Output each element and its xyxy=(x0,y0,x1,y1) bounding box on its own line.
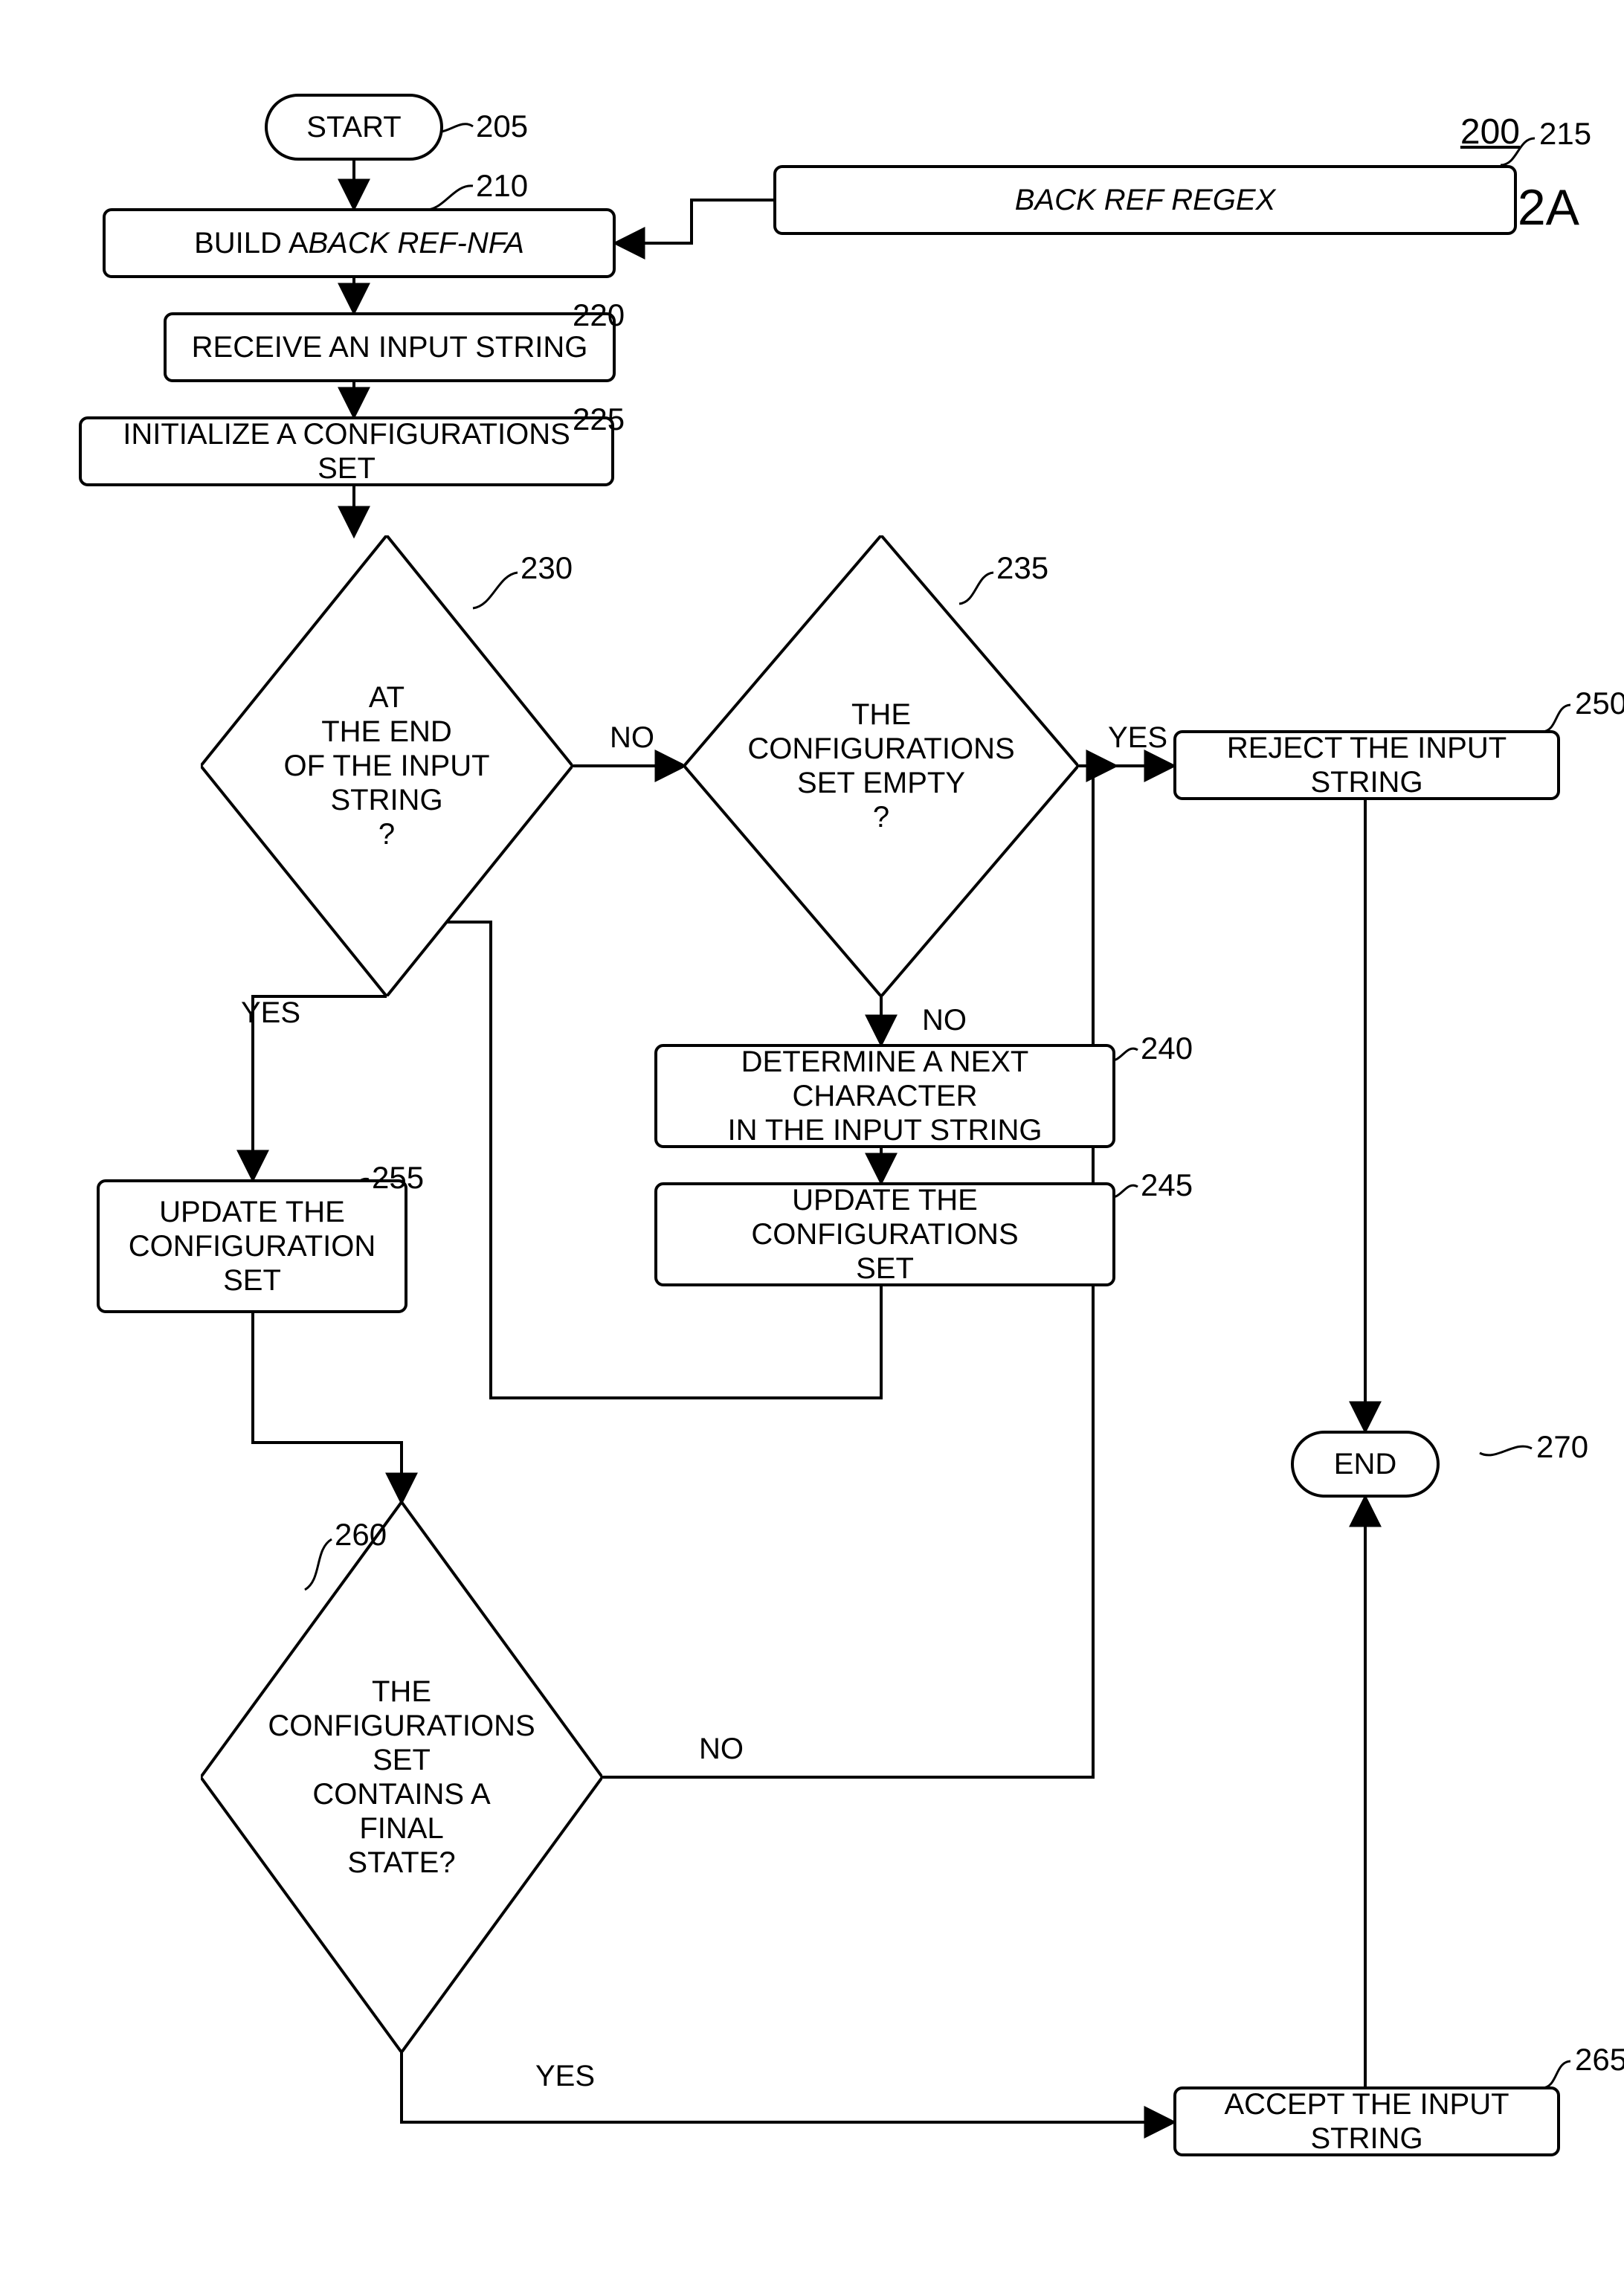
refnum-205: 205 xyxy=(476,109,528,144)
node-n220: RECEIVE AN INPUT STRING xyxy=(164,312,616,382)
refnum-225: 225 xyxy=(573,402,625,437)
edge-label-d260_no: NO xyxy=(699,1733,744,1766)
figure-ref-200: 200 xyxy=(1460,112,1520,152)
node-d235: THECONFIGURATIONSSET EMPTY? xyxy=(684,535,1078,996)
edge-label-d230_yes: YES xyxy=(241,996,300,1030)
refnum-215: 215 xyxy=(1539,116,1591,152)
node-n255: UPDATE THECONFIGURATIONSET xyxy=(97,1179,407,1313)
edge-label-d230_no: NO xyxy=(610,721,654,755)
refnum-245: 245 xyxy=(1141,1167,1193,1203)
node-end: END xyxy=(1291,1431,1440,1498)
refnum-210: 210 xyxy=(476,168,528,204)
node-n210: BUILD A BACK REF-NFA xyxy=(103,208,616,278)
refnum-255: 255 xyxy=(372,1160,424,1196)
refnum-250: 250 xyxy=(1575,686,1624,721)
node-start: START xyxy=(265,94,443,161)
refnum-240: 240 xyxy=(1141,1031,1193,1066)
node-d260: THECONFIGURATIONS SETCONTAINS A FINALSTA… xyxy=(201,1502,602,2052)
node-n265: ACCEPT THE INPUT STRING xyxy=(1173,2086,1560,2156)
node-n225: INITIALIZE A CONFIGURATIONS SET xyxy=(79,416,614,486)
edge-label-d235_no: NO xyxy=(922,1004,967,1037)
refnum-235: 235 xyxy=(996,550,1048,586)
node-n215: BACK REF REGEX xyxy=(773,165,1517,235)
edge-label-d260_yes: YES xyxy=(535,2060,595,2093)
node-n240: DETERMINE A NEXT CHARACTERIN THE INPUT S… xyxy=(654,1044,1115,1148)
node-n250: REJECT THE INPUT STRING xyxy=(1173,730,1560,800)
node-d230: ATTHE ENDOF THE INPUTSTRING? xyxy=(201,535,573,996)
refnum-220: 220 xyxy=(573,297,625,333)
refnum-260: 260 xyxy=(335,1517,387,1553)
edge-label-d235_yes: YES xyxy=(1108,721,1167,755)
refnum-265: 265 xyxy=(1575,2042,1624,2078)
refnum-270: 270 xyxy=(1536,1429,1588,1465)
flowchart-canvas: FIG. 2A 200 START205BUILD A BACK REF-NFA… xyxy=(0,0,1624,2288)
node-n245: UPDATE THE CONFIGURATIONSSET xyxy=(654,1182,1115,1286)
refnum-230: 230 xyxy=(521,550,573,586)
